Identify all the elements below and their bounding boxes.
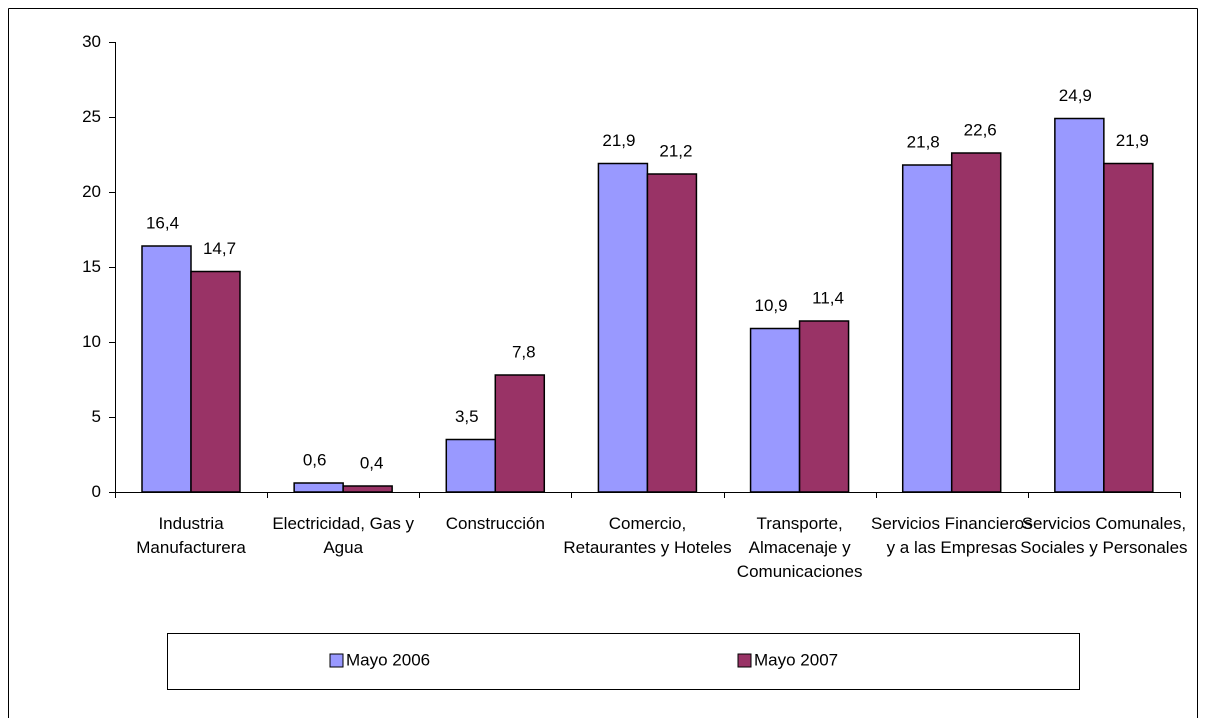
value-label: 0,6: [303, 450, 327, 469]
y-tick-label: 20: [82, 182, 101, 201]
y-tick-label: 15: [82, 257, 101, 276]
x-tick-label: Construcción: [445, 514, 545, 533]
bar: [293, 482, 344, 493]
bar: [342, 485, 393, 493]
value-label: 14,7: [203, 239, 236, 258]
y-tick-label: 30: [82, 32, 101, 51]
value-label: 10,9: [755, 296, 788, 315]
y-tick-label: 0: [92, 482, 101, 501]
value-label: 24,9: [1059, 86, 1092, 105]
y-tick-label: 10: [82, 332, 101, 351]
value-label: 7,8: [512, 342, 536, 361]
bar: [749, 327, 801, 493]
bar: [141, 245, 192, 493]
bar: [445, 438, 497, 493]
value-label: 21,9: [602, 131, 635, 150]
bar: [1103, 162, 1154, 493]
bar: [950, 152, 1002, 493]
x-tick-label: Industria Manufacturera: [136, 514, 246, 557]
y-tick-label: 25: [82, 107, 101, 126]
bar: [1054, 117, 1105, 493]
legend-label: Mayo 2006: [346, 650, 430, 669]
value-label: 21,2: [659, 141, 692, 160]
x-tick-label: Transporte, Almacenaje y Comunicaciones: [736, 514, 863, 581]
bar: [901, 164, 953, 493]
value-label: 21,9: [1116, 131, 1149, 150]
legend-swatch: [737, 653, 752, 668]
value-label: 21,8: [907, 132, 940, 151]
legend-box: [167, 633, 1080, 690]
x-tick-label: Servicios Financieros y a las Empresas: [871, 514, 1033, 557]
value-label: 3,5: [455, 407, 479, 426]
value-label: 22,6: [964, 120, 997, 139]
legend-label: Mayo 2007: [754, 650, 838, 669]
bar: [190, 270, 241, 493]
bar: [494, 374, 546, 493]
x-tick-label: Electricidad, Gas y Agua: [272, 514, 415, 557]
y-tick-label: 5: [92, 407, 101, 426]
value-label: 11,4: [812, 288, 844, 307]
value-label: 16,4: [146, 213, 179, 232]
bar: [597, 162, 649, 493]
legend-swatch: [329, 653, 344, 668]
value-label: 0,4: [360, 453, 384, 472]
bar: [646, 173, 698, 493]
bar: [798, 320, 850, 493]
x-tick-label: Comercio, Retaurantes y Hoteles: [563, 514, 732, 557]
x-tick-label: Servicios Comunales, Sociales y Personal…: [1020, 514, 1188, 557]
